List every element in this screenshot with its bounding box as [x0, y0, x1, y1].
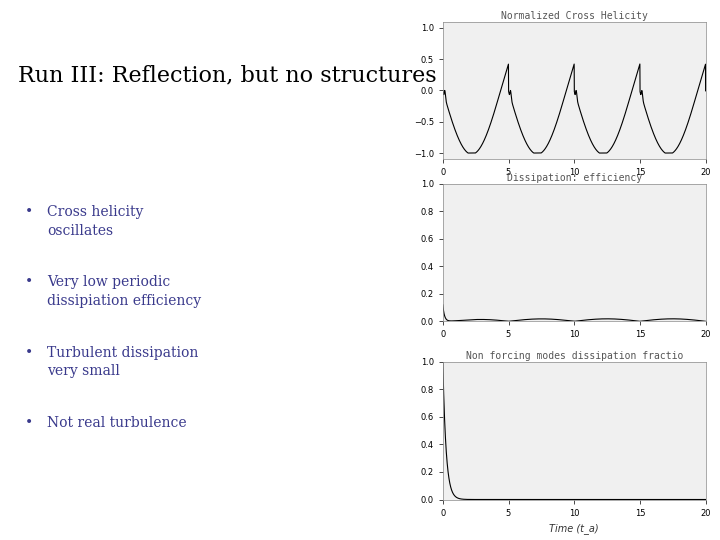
Text: •: •	[25, 346, 33, 360]
Title: Non forcing modes dissipation fractio: Non forcing modes dissipation fractio	[466, 351, 683, 361]
Text: Run III: Reflection, but no structures: Run III: Reflection, but no structures	[18, 65, 436, 87]
Title: Normalized Cross Helicity: Normalized Cross Helicity	[501, 11, 647, 21]
X-axis label: Time (t_a): Time (t_a)	[549, 523, 599, 534]
Text: Very low periodic
dissipiation efficiency: Very low periodic dissipiation efficienc…	[47, 275, 201, 308]
Text: Turbulent dissipation
very small: Turbulent dissipation very small	[47, 346, 198, 378]
Text: Cross helicity
oscillates: Cross helicity oscillates	[47, 205, 143, 238]
Text: Not real turbulence: Not real turbulence	[47, 416, 186, 430]
Text: •: •	[25, 275, 33, 289]
Text: •: •	[25, 205, 33, 219]
Title: Dissipation: efficiency: Dissipation: efficiency	[507, 173, 642, 183]
Text: •: •	[25, 416, 33, 430]
